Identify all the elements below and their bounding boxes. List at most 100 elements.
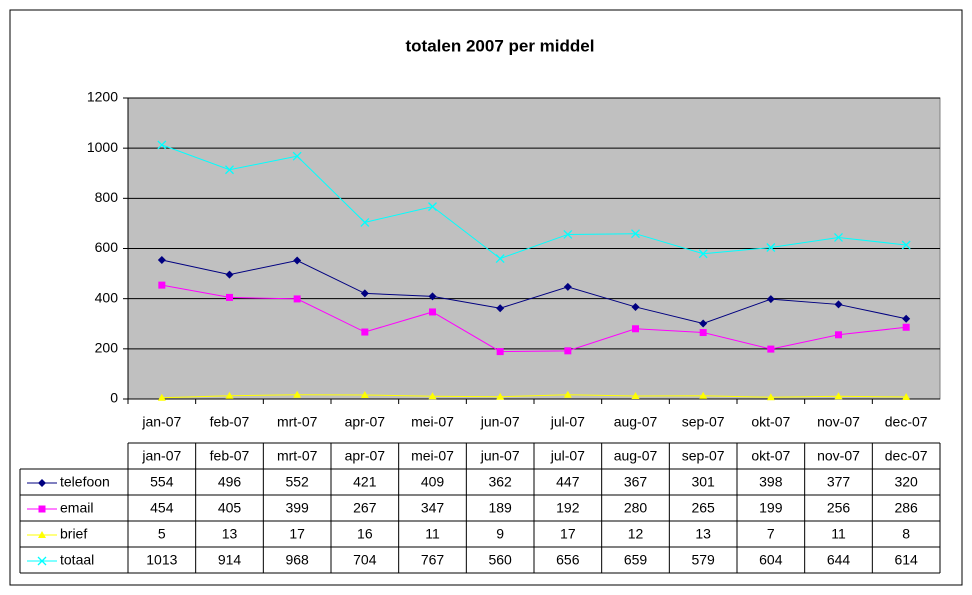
marker <box>158 281 166 289</box>
table-cell: 399 <box>285 500 309 516</box>
table-cell: 9 <box>496 526 504 542</box>
marker <box>226 293 233 301</box>
x-tick-label: dec-07 <box>885 414 928 430</box>
table-cell: 286 <box>894 500 918 516</box>
marker <box>428 202 437 212</box>
y-tick-label: 800 <box>95 189 119 205</box>
table-header: apr-07 <box>345 448 386 464</box>
marker <box>429 308 436 316</box>
table-cell: 398 <box>759 474 783 490</box>
y-tick-label: 0 <box>110 390 118 406</box>
table-cell: 320 <box>894 474 918 490</box>
table-cell: 656 <box>556 552 580 568</box>
x-tick-label: sep-07 <box>682 414 725 430</box>
marker <box>766 243 776 252</box>
marker <box>835 331 842 339</box>
marker <box>496 304 505 313</box>
legend-marker <box>38 531 46 538</box>
table-cell: 265 <box>691 500 715 516</box>
marker <box>157 393 166 401</box>
table-cell: 280 <box>624 500 648 516</box>
y-tick-label: 1200 <box>87 89 118 105</box>
x-tick-label: nov-07 <box>817 414 860 430</box>
marker <box>631 229 640 239</box>
table-cell: 16 <box>357 526 373 542</box>
table-cell: 13 <box>222 526 238 542</box>
series-line <box>161 259 907 325</box>
marker <box>766 393 775 401</box>
table-cell: 367 <box>624 474 648 490</box>
y-tick-label: 1000 <box>87 139 118 155</box>
marker <box>293 390 302 398</box>
marker <box>495 254 505 263</box>
table-cell: 362 <box>488 474 512 490</box>
table-header: feb-07 <box>210 448 250 464</box>
table-header: mrt-07 <box>277 448 318 464</box>
table-cell: 11 <box>425 526 440 542</box>
marker <box>834 300 843 309</box>
x-tick-label: mei-07 <box>411 414 454 430</box>
x-tick-label: mrt-07 <box>277 414 318 430</box>
series-line <box>161 284 907 353</box>
marker <box>563 282 572 291</box>
marker <box>225 391 234 399</box>
marker <box>157 256 166 265</box>
table-header: jul-07 <box>550 448 585 464</box>
legend-marker <box>37 556 47 566</box>
table-cell: 614 <box>894 552 918 568</box>
table-cell: 554 <box>150 474 174 490</box>
table-cell: 968 <box>285 552 309 568</box>
marker <box>563 229 573 239</box>
marker <box>157 140 167 150</box>
legend-label: email <box>60 500 93 516</box>
series-line <box>161 394 907 399</box>
marker <box>293 256 302 265</box>
marker <box>698 249 708 259</box>
marker <box>564 347 572 355</box>
table-cell: 301 <box>691 474 715 490</box>
marker <box>428 392 437 400</box>
table-cell: 659 <box>624 552 648 568</box>
marker <box>834 233 843 242</box>
table-cell: 914 <box>218 552 242 568</box>
marker <box>767 345 775 353</box>
x-tick-label: aug-07 <box>614 414 658 430</box>
marker <box>631 302 640 311</box>
table-header: jan-07 <box>141 448 181 464</box>
table-cell: 347 <box>421 500 445 516</box>
table-cell: 579 <box>691 552 715 568</box>
y-tick-label: 400 <box>95 289 119 305</box>
series-line <box>161 144 907 260</box>
table-cell: 1013 <box>146 552 177 568</box>
x-tick-label: okt-07 <box>751 414 790 430</box>
marker <box>902 392 911 400</box>
x-tick-label: feb-07 <box>210 414 250 430</box>
marker <box>766 295 775 304</box>
table-cell: 5 <box>158 526 166 542</box>
table-cell: 405 <box>218 500 242 516</box>
marker <box>901 240 911 250</box>
table-cell: 17 <box>560 526 576 542</box>
legend-label: telefoon <box>60 474 110 490</box>
table-cell: 13 <box>695 526 711 542</box>
marker <box>360 217 370 227</box>
marker <box>360 289 369 298</box>
table-cell: 7 <box>767 526 775 542</box>
table-cell: 267 <box>353 500 377 516</box>
table-cell: 767 <box>421 552 445 568</box>
legend-label: brief <box>60 526 87 542</box>
table-cell: 552 <box>285 474 309 490</box>
marker <box>225 165 234 175</box>
x-tick-label: apr-07 <box>345 414 386 430</box>
table-header: okt-07 <box>751 448 790 464</box>
marker <box>699 391 708 399</box>
marker <box>699 329 707 337</box>
table-cell: 644 <box>827 552 851 568</box>
marker <box>631 391 640 399</box>
marker <box>632 325 639 333</box>
legend-label: totaal <box>60 552 94 568</box>
table-cell: 409 <box>421 474 445 490</box>
marker <box>428 292 437 301</box>
marker <box>496 392 505 400</box>
